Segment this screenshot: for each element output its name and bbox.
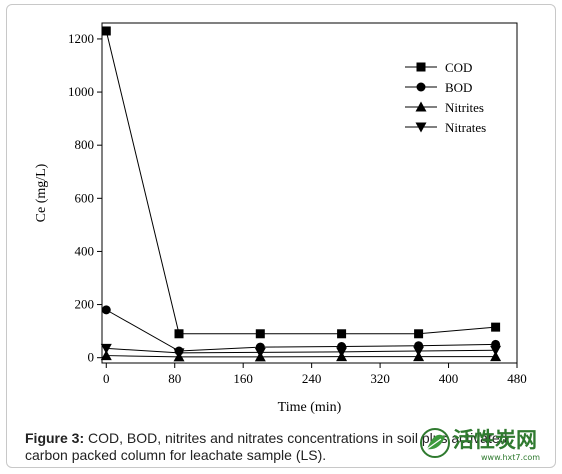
x-tick-label: 240: [302, 371, 322, 386]
figure-caption: Figure 3: COD, BOD, nitrites and nitrate…: [25, 430, 545, 464]
leaf-logo-icon: [420, 428, 450, 458]
watermark-text: 活性炭网: [453, 428, 537, 452]
legend-label-nitrates: Nitrates: [445, 120, 486, 135]
data-point-cod: [414, 329, 424, 339]
data-point-nitrates: [490, 345, 502, 356]
y-tick-label: 1000: [68, 84, 94, 99]
y-tick-label: 1200: [68, 31, 94, 46]
y-tick-label: 400: [75, 243, 95, 258]
legend-marker-nitrites: [415, 101, 427, 112]
data-point-nitrates: [100, 343, 112, 354]
y-axis-title: Ce (mg/L): [34, 163, 49, 222]
series-line-nitrates: [106, 347, 496, 354]
x-tick-label: 0: [103, 371, 110, 386]
legend-marker-nitrates: [415, 122, 427, 133]
data-point-nitrates: [254, 347, 266, 358]
series-line-nitrites: [106, 355, 496, 358]
x-axis-title: Time (min): [278, 400, 342, 415]
legend-label-bod: BOD: [445, 80, 472, 95]
site-watermark: 活性炭网 www.hxt7.com: [420, 428, 540, 462]
y-tick-label: 0: [88, 350, 95, 365]
plot-area: [101, 22, 518, 364]
watermark-url: www.hxt7.com: [481, 453, 540, 462]
legend-label-nitrites: Nitrites: [445, 100, 484, 115]
data-point-nitrates: [413, 346, 425, 357]
legend-marker-cod: [416, 62, 426, 72]
x-tick-label: 480: [507, 371, 527, 386]
x-tick-label: 80: [168, 371, 181, 386]
x-tick-label: 320: [370, 371, 390, 386]
data-point-nitrites: [490, 351, 502, 362]
legend-marker-bod: [416, 82, 426, 92]
data-point-bod: [101, 305, 111, 315]
line-chart: 0 80 160 240 320 400 480 0 200 400 600 800 1000 1200 T…: [34, 22, 527, 415]
data-point-cod: [174, 329, 184, 339]
y-tick-label: 600: [75, 190, 95, 205]
series-line-cod: [105, 30, 496, 335]
data-point-cod: [337, 329, 347, 339]
caption-label: Figure 3:: [25, 430, 85, 446]
x-tick-label: 400: [439, 371, 459, 386]
figure-panel: 0 80 160 240 320 400 480 0 200 400 600 800 1000 1200 T…: [6, 4, 556, 468]
data-point-cod: [255, 329, 265, 339]
caption-text: COD, BOD, nitrites and nitrates concentr…: [25, 430, 508, 463]
data-point-nitrites: [100, 350, 112, 361]
series-line-bod: [106, 309, 496, 352]
data-point-nitrates: [173, 348, 185, 359]
legend-label-cod: COD: [445, 60, 472, 75]
data-point-nitrates: [336, 347, 348, 358]
data-point-cod: [101, 26, 111, 36]
y-tick-label: 800: [75, 137, 95, 152]
y-tick-label: 200: [75, 297, 95, 312]
data-point-cod: [491, 322, 501, 332]
x-tick-label: 160: [233, 371, 253, 386]
